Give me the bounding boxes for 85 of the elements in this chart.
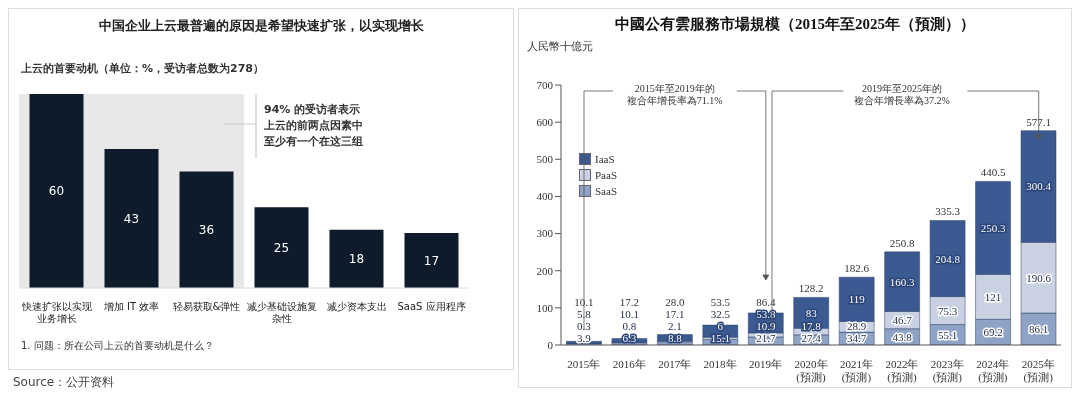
x-tick-label: 2020年(預測) [794, 358, 828, 384]
total-label: 440.5 [980, 166, 1006, 179]
total-label: 250.8 [889, 236, 916, 249]
data-label: 17.8 [801, 320, 822, 332]
y-tick-label: 500 [536, 153, 554, 166]
data-label: 43 [123, 211, 140, 226]
data-label: 69.2 [983, 326, 1003, 339]
total-label: 577.1 [1026, 115, 1051, 128]
data-label: 3.9 [577, 332, 592, 344]
data-label: 5.8 [577, 308, 592, 320]
annotation: 2019年至2025年的複合年增長率為37.2% [853, 83, 951, 107]
total-label: 10.1 [574, 296, 594, 308]
data-label: 34.7 [847, 332, 867, 344]
data-label: 32.5 [710, 308, 731, 320]
text: 1. 问题：所在公司上云的首要动机是什么？ [21, 339, 214, 353]
data-label: 119 [848, 293, 866, 306]
data-label: 10.9 [756, 320, 776, 332]
data-label: 6 [717, 320, 724, 332]
data-label: 8.8 [667, 332, 683, 344]
y-tick-label: 400 [536, 190, 554, 203]
x-tick-label: SaaS 应用程序 [397, 301, 466, 312]
x-tick-label: 2025年(預測) [1021, 358, 1055, 384]
data-label: 0.8 [622, 320, 637, 332]
data-label: 43.8 [892, 330, 913, 343]
data-label: 28.9 [847, 320, 867, 332]
source-note: Source：公开资料 [13, 374, 115, 391]
x-tick-label: 2024年(預測) [976, 358, 1010, 384]
data-label: 75.3 [937, 304, 958, 317]
x-tick-label: 增加 IT 效率 [102, 301, 160, 312]
x-tick-label: 2021年(預測) [839, 358, 873, 384]
y-tick-label: 700 [536, 78, 554, 91]
annotation: 2015年至2019年的複合年增長率為71.1% [625, 83, 724, 107]
data-label: 300.4 [1026, 180, 1052, 193]
x-tick-label: 减少基础设施复杂性 [246, 301, 317, 324]
y-axis-title: 人民幣十億元 [527, 39, 593, 54]
data-label: 160.3 [889, 275, 916, 288]
data-label: 21.7 [756, 332, 776, 344]
data-label: 27.4 [801, 332, 822, 344]
total-label: 182.6 [844, 262, 870, 275]
data-label: 86.1 [1028, 323, 1049, 336]
data-label: 250.3 [980, 221, 1006, 234]
chart-title: 中国企业上云最普遍的原因是希望快速扩张，以实现增长 [97, 17, 425, 35]
legend-label: IaaS [595, 152, 615, 165]
x-tick-label: 轻易获取&弹性 [172, 301, 241, 312]
data-label: 190.6 [1026, 271, 1052, 284]
data-label: 6.3 [622, 332, 637, 344]
data-label: 121 [984, 290, 1002, 303]
total-label: 128.2 [798, 282, 824, 295]
x-tick-label: 2017年 [658, 358, 692, 370]
x-tick-label: 2018年 [703, 358, 737, 370]
total-label: 28.0 [665, 296, 685, 308]
x-tick-label: 2022年(預測) [885, 358, 919, 384]
data-label: 36 [198, 223, 215, 238]
data-label: 25 [273, 240, 290, 255]
chart-subtitle: 上云的首要动机（单位：%，受访者总数为278） [21, 61, 265, 76]
total-label: 17.2 [619, 296, 640, 308]
total-label: 335.3 [935, 205, 961, 218]
y-tick-label: 300 [536, 227, 554, 240]
data-label: 10.1 [619, 308, 640, 320]
x-tick-label: 2023年(預測) [930, 358, 964, 384]
total-label: 53.5 [710, 296, 731, 308]
y-tick-label: 100 [536, 301, 554, 314]
x-tick-label: 2019年 [749, 358, 783, 370]
data-label: 2.1 [667, 320, 682, 332]
x-tick-label: 减少资本支出 [326, 301, 387, 312]
data-label: 204.8 [935, 252, 961, 265]
x-tick-label: 2016年 [612, 358, 646, 370]
x-tick-label: 2015年 [567, 358, 601, 370]
data-label: 55.1 [937, 328, 958, 341]
data-label: 60 [48, 184, 65, 199]
y-tick-label: 0 [547, 338, 554, 351]
legend-label: SaaS [595, 184, 617, 197]
data-label: 0.3 [577, 320, 592, 332]
data-label: 18 [348, 252, 365, 267]
legend-label: PaaS [595, 168, 617, 181]
data-label: 17 [423, 253, 440, 268]
y-tick-label: 600 [536, 116, 554, 129]
chart-title: 中國公有雲服務市場規模（2015年至2025年（預測）） [614, 15, 976, 34]
band-label: 94% 的受访者表示上云的前两点因素中至少有一个在这三组 [263, 103, 363, 148]
x-tick-label: 快速扩张以实现业务增长 [20, 301, 92, 324]
y-tick-label: 200 [536, 264, 554, 277]
data-label: 46.7 [892, 314, 913, 327]
data-label: 17.1 [665, 308, 685, 320]
data-label: 83 [805, 306, 818, 319]
total-label: 86.4 [756, 296, 776, 308]
